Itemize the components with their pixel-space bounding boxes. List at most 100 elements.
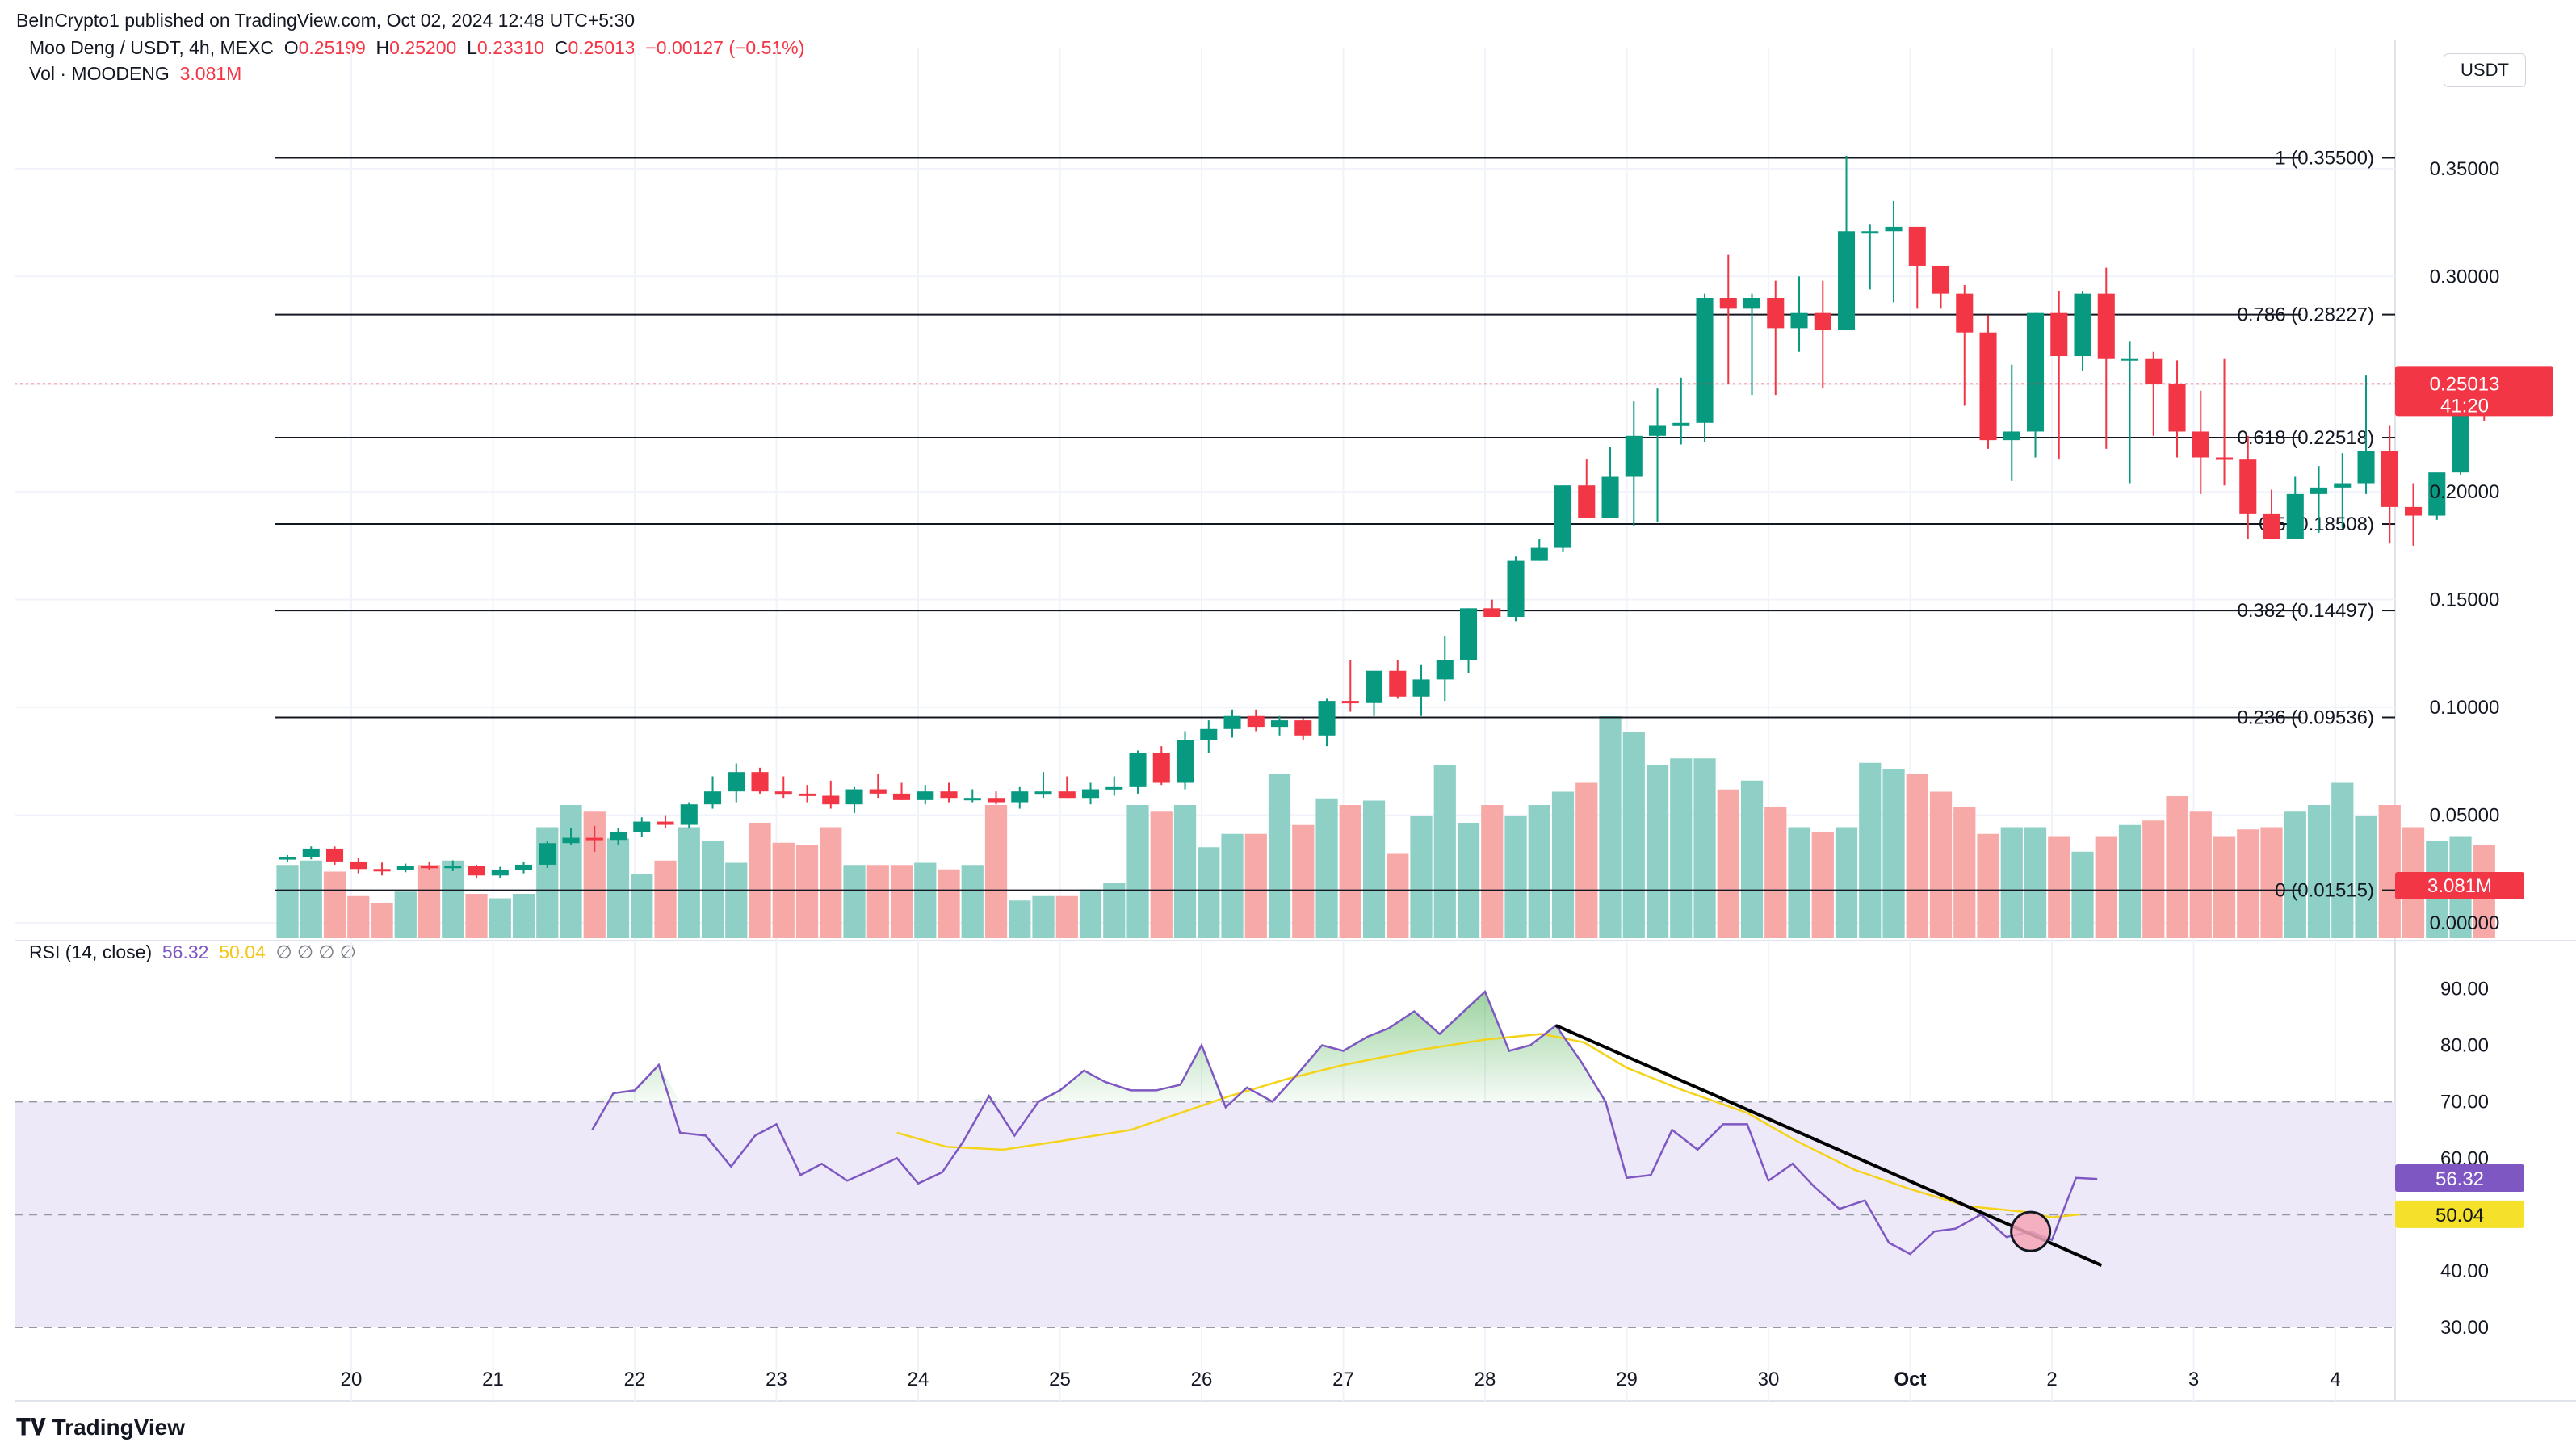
rsi-tick-label: 80.00	[2440, 1035, 2489, 1057]
volume-bar	[489, 898, 511, 938]
candle-body	[2168, 384, 2186, 432]
candle-body	[2357, 451, 2375, 484]
volume-bar	[1268, 774, 1291, 938]
price-tick-label: 0.05000	[2430, 805, 2500, 827]
volume-bar	[1693, 758, 1716, 938]
rsi-overbought-fill	[592, 992, 2098, 1102]
price-tick-label: 0.20000	[2430, 481, 2500, 503]
rsi-value: 56.32	[2435, 1168, 2484, 1190]
crossover-marker	[2010, 1210, 2052, 1252]
volume-bar	[1953, 807, 1976, 938]
x-tick-label: 22	[624, 1369, 646, 1390]
volume-bar	[2213, 836, 2236, 938]
candle-body	[1790, 312, 1808, 329]
volume-bar	[1481, 805, 1504, 938]
candle-body	[2428, 472, 2446, 516]
candle-body	[2404, 506, 2423, 516]
close-value: 0.25013	[568, 37, 636, 58]
last-price-tag	[2395, 366, 2553, 417]
candle-body	[774, 791, 792, 795]
x-tick-label: Oct	[1894, 1369, 1926, 1390]
volume-bar	[1221, 833, 1244, 938]
rsi-line	[591, 989, 2098, 1256]
candle-body	[728, 772, 745, 792]
volume-bar	[1009, 900, 1031, 938]
volume-bar	[1599, 716, 1622, 938]
rsi-tick-label: 40.00	[2440, 1260, 2489, 1282]
low-label: L	[467, 37, 477, 58]
volume-bar	[465, 894, 488, 938]
volume-label[interactable]: Vol · MOODENG	[29, 63, 170, 84]
fib-label: 0.382 (0.14497)	[2238, 600, 2374, 622]
candle-body	[1436, 660, 1454, 680]
volume-bar	[300, 860, 322, 938]
candle-body	[1932, 265, 1950, 294]
volume-tag-value: 3.081M	[2427, 875, 2492, 897]
candle-body	[869, 789, 887, 794]
candle-body	[585, 837, 603, 841]
fib-levels: 1 (0.35500) 0.786 (0.28227) 0.618 (0.22518…	[275, 148, 2395, 902]
candle-body	[1530, 547, 1548, 561]
candle-body	[1223, 715, 1241, 729]
volume-bar	[843, 865, 866, 938]
price-tick-label: 0.35000	[2430, 158, 2500, 180]
x-tick-label: 3	[2188, 1369, 2199, 1390]
rsi-label[interactable]: RSI (14, close)	[29, 941, 153, 962]
volume-bar	[2355, 816, 2377, 938]
volume-bar	[1198, 847, 1220, 938]
x-tick-label: 29	[1616, 1369, 1638, 1390]
volume-bar	[1811, 832, 1834, 938]
open-label: O	[283, 37, 299, 58]
volume-bar	[1882, 769, 1905, 938]
volume-bar	[1457, 823, 1480, 938]
candle-body	[845, 789, 863, 805]
volume-value: 3.081M	[179, 63, 242, 84]
candle-body	[2334, 483, 2352, 488]
volume-bar	[2307, 805, 2331, 938]
candle-body	[1861, 231, 1879, 234]
volume-bar	[2071, 851, 2094, 938]
volume-bar	[560, 805, 582, 938]
x-tick-label: 30	[1758, 1369, 1780, 1390]
symbol-title[interactable]: Moo Deng / USDT, 4h, MEXC	[29, 37, 274, 58]
high-label: H	[375, 37, 390, 58]
volume-bar	[1622, 732, 1645, 938]
candle-body	[1743, 297, 1761, 309]
candle-body	[1011, 791, 1029, 803]
x-tick-label: 26	[1191, 1369, 1213, 1390]
volume-tag	[2395, 872, 2524, 899]
volume-bar	[2048, 836, 2070, 938]
volume-bar	[1339, 805, 1361, 938]
volume-bar	[2118, 824, 2142, 938]
candle-body	[2074, 293, 2091, 357]
volume-bar	[820, 827, 842, 938]
last-price-value: 0.25013	[2430, 373, 2500, 395]
candle-body	[1767, 297, 1785, 329]
volume-bar	[1292, 824, 1315, 938]
volume-bar	[2166, 796, 2188, 938]
currency-selector[interactable]: USDT	[2444, 53, 2526, 87]
fib-label: 0 (0.01515)	[2275, 880, 2374, 902]
candle-body	[1507, 560, 1525, 618]
candle-body	[420, 866, 438, 869]
price-tick-label: 0.00000	[2430, 912, 2500, 934]
rsi-extra-values: ∅ ∅ ∅ ∅	[275, 941, 356, 962]
volume-bar	[1906, 774, 1928, 938]
volume-bar	[938, 869, 960, 938]
candle-body	[633, 821, 651, 832]
logo-text: TradingView	[52, 1415, 186, 1440]
candle-body	[1625, 435, 1643, 477]
volume-bar	[2378, 805, 2401, 938]
rsi-legend-value: 56.32	[162, 941, 209, 962]
volume-bar	[1717, 789, 1739, 938]
volume-bar	[1173, 805, 1197, 938]
candle-body	[325, 848, 344, 862]
price-tick-label: 0.30000	[2430, 266, 2500, 287]
candle-body	[1318, 701, 1336, 736]
candle-body	[1672, 422, 1690, 426]
tradingview-logo[interactable]: 𝐓𝐕 TradingView	[16, 1415, 186, 1440]
candle-body	[1152, 753, 1170, 783]
volume-bar	[442, 860, 464, 938]
change-value: −0.00127 (−0.51%)	[645, 37, 805, 58]
